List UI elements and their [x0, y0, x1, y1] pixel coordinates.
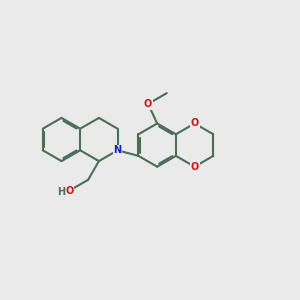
Text: H: H: [57, 187, 65, 197]
Text: O: O: [190, 162, 199, 172]
Text: O: O: [65, 186, 74, 196]
Text: N: N: [114, 145, 122, 155]
Text: O: O: [144, 99, 152, 109]
Text: O: O: [190, 118, 199, 128]
